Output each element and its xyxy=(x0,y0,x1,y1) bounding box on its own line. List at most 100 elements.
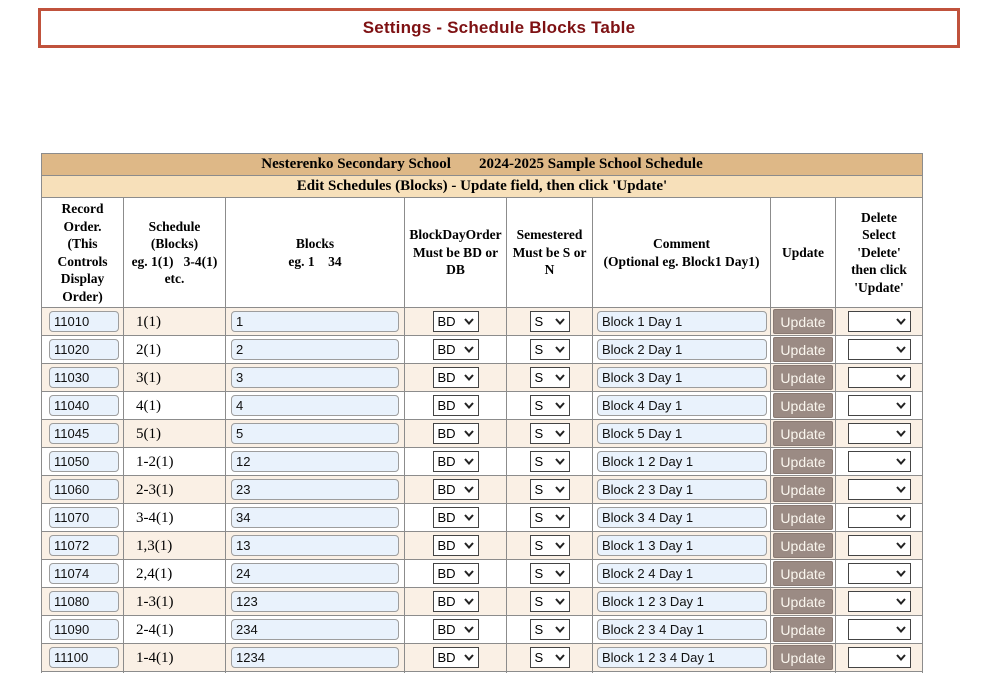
comment-input[interactable] xyxy=(597,507,767,529)
semestered-select[interactable]: S xyxy=(529,563,570,585)
record-order-input[interactable] xyxy=(49,619,119,641)
chevron-down-icon xyxy=(463,570,474,578)
update-button[interactable]: Update xyxy=(773,505,833,531)
block-day-order-select[interactable]: BD xyxy=(432,591,479,613)
update-button[interactable]: Update xyxy=(773,365,833,391)
delete-select[interactable] xyxy=(847,535,911,557)
delete-select[interactable] xyxy=(847,563,911,585)
semestered-select[interactable]: S xyxy=(529,339,570,361)
update-button[interactable]: Update xyxy=(773,589,833,615)
record-order-input[interactable] xyxy=(49,479,119,501)
record-order-input[interactable] xyxy=(49,395,119,417)
update-button[interactable]: Update xyxy=(773,645,833,671)
chevron-down-icon xyxy=(895,626,906,634)
record-order-input[interactable] xyxy=(49,647,119,669)
comment-input[interactable] xyxy=(597,311,767,333)
blocks-input[interactable] xyxy=(231,339,399,361)
semestered-select[interactable]: S xyxy=(529,311,570,333)
block-day-order-select[interactable]: BD xyxy=(432,339,479,361)
blocks-input[interactable] xyxy=(231,507,399,529)
comment-input[interactable] xyxy=(597,395,767,417)
blocks-input[interactable] xyxy=(231,591,399,613)
update-button[interactable]: Update xyxy=(773,533,833,559)
delete-select[interactable] xyxy=(847,311,911,333)
semestered-select[interactable]: S xyxy=(529,619,570,641)
blocks-input[interactable] xyxy=(231,535,399,557)
block-day-order-select[interactable]: BD xyxy=(432,563,479,585)
delete-select[interactable] xyxy=(847,647,911,669)
update-button[interactable]: Update xyxy=(773,393,833,419)
semestered-select[interactable]: S xyxy=(529,591,570,613)
delete-select[interactable] xyxy=(847,479,911,501)
block-day-order-select[interactable]: BD xyxy=(432,619,479,641)
update-button[interactable]: Update xyxy=(773,309,833,335)
chevron-down-icon xyxy=(895,402,906,410)
update-button[interactable]: Update xyxy=(773,617,833,643)
block-day-order-select[interactable]: BD xyxy=(432,423,479,445)
comment-input[interactable] xyxy=(597,535,767,557)
record-order-input[interactable] xyxy=(49,563,119,585)
chevron-down-icon xyxy=(554,346,565,354)
semestered-select[interactable]: S xyxy=(529,423,570,445)
comment-input[interactable] xyxy=(597,367,767,389)
blocks-input[interactable] xyxy=(231,619,399,641)
blocks-input[interactable] xyxy=(231,367,399,389)
blocks-input[interactable] xyxy=(231,423,399,445)
blocks-input[interactable] xyxy=(231,311,399,333)
blocks-input[interactable] xyxy=(231,479,399,501)
delete-select[interactable] xyxy=(847,451,911,473)
delete-select[interactable] xyxy=(847,507,911,529)
semestered-value: S xyxy=(534,650,544,666)
delete-select[interactable] xyxy=(847,619,911,641)
delete-select[interactable] xyxy=(847,339,911,361)
block-day-order-select[interactable]: BD xyxy=(432,479,479,501)
block-day-order-select[interactable]: BD xyxy=(432,451,479,473)
delete-select[interactable] xyxy=(847,395,911,417)
comment-input[interactable] xyxy=(597,563,767,585)
schedule-label: 5(1) xyxy=(136,425,161,442)
update-button[interactable]: Update xyxy=(773,337,833,363)
semestered-select[interactable]: S xyxy=(529,535,570,557)
semestered-select[interactable]: S xyxy=(529,479,570,501)
record-order-input[interactable] xyxy=(49,311,119,333)
comment-input[interactable] xyxy=(597,479,767,501)
blocks-input[interactable] xyxy=(231,451,399,473)
chevron-down-icon xyxy=(554,570,565,578)
comment-input[interactable] xyxy=(597,647,767,669)
comment-input[interactable] xyxy=(597,451,767,473)
record-order-input[interactable] xyxy=(49,591,119,613)
table-row: 2-4(1) BD S Update xyxy=(41,615,924,645)
record-order-input[interactable] xyxy=(49,367,119,389)
comment-input[interactable] xyxy=(597,339,767,361)
semestered-select[interactable]: S xyxy=(529,647,570,669)
blocks-input[interactable] xyxy=(231,395,399,417)
comment-input[interactable] xyxy=(597,591,767,613)
record-order-input[interactable] xyxy=(49,451,119,473)
blocks-input[interactable] xyxy=(231,563,399,585)
blocks-input[interactable] xyxy=(231,647,399,669)
block-day-order-select[interactable]: BD xyxy=(432,507,479,529)
delete-select[interactable] xyxy=(847,423,911,445)
semestered-select[interactable]: S xyxy=(529,367,570,389)
block-day-order-select[interactable]: BD xyxy=(432,535,479,557)
block-day-order-select[interactable]: BD xyxy=(432,367,479,389)
record-order-input[interactable] xyxy=(49,535,119,557)
update-button[interactable]: Update xyxy=(773,477,833,503)
block-day-order-select[interactable]: BD xyxy=(432,311,479,333)
record-order-input[interactable] xyxy=(49,339,119,361)
semestered-select[interactable]: S xyxy=(529,451,570,473)
update-button[interactable]: Update xyxy=(773,561,833,587)
block-day-order-select[interactable]: BD xyxy=(432,647,479,669)
comment-input[interactable] xyxy=(597,619,767,641)
update-button[interactable]: Update xyxy=(773,421,833,447)
update-button[interactable]: Update xyxy=(773,449,833,475)
record-order-input[interactable] xyxy=(49,507,119,529)
semestered-value: S xyxy=(534,426,544,442)
delete-select[interactable] xyxy=(847,591,911,613)
semestered-select[interactable]: S xyxy=(529,395,570,417)
record-order-input[interactable] xyxy=(49,423,119,445)
semestered-select[interactable]: S xyxy=(529,507,570,529)
delete-select[interactable] xyxy=(847,367,911,389)
comment-input[interactable] xyxy=(597,423,767,445)
block-day-order-select[interactable]: BD xyxy=(432,395,479,417)
